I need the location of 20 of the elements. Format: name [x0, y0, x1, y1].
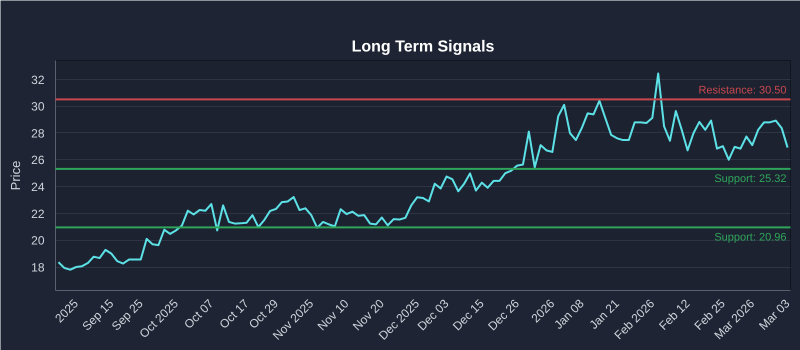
y-tick-label: 30 — [31, 100, 45, 114]
x-tick-label: Dec 15 — [450, 296, 487, 334]
y-tick-label: 28 — [31, 126, 45, 140]
chart-title: Long Term Signals — [352, 38, 495, 56]
y-axis-title: Price — [8, 160, 24, 190]
ref-line-label: Support: 25.32 — [714, 172, 787, 185]
x-tick-label: Mar 03 — [756, 296, 793, 333]
x-tick-label: Nov 10 — [314, 296, 352, 334]
y-tick-label: 18 — [31, 260, 45, 275]
y-tick-label: 24 — [31, 180, 45, 194]
y-tick-label: 20 — [31, 234, 45, 248]
x-tick-label: Oct 07 — [181, 296, 216, 332]
line-series — [57, 72, 789, 271]
x-tick-label: Dec 26 — [485, 296, 522, 334]
y-tick-label: 32 — [31, 72, 45, 87]
y-tick-label: 22 — [31, 206, 45, 221]
x-tick-label: Feb 12 — [656, 296, 693, 333]
ref-line-label: Support: 20.96 — [714, 231, 787, 244]
y-tick-label: 26 — [31, 153, 45, 168]
ref-line-label: Resistance: 30.50 — [698, 84, 787, 96]
